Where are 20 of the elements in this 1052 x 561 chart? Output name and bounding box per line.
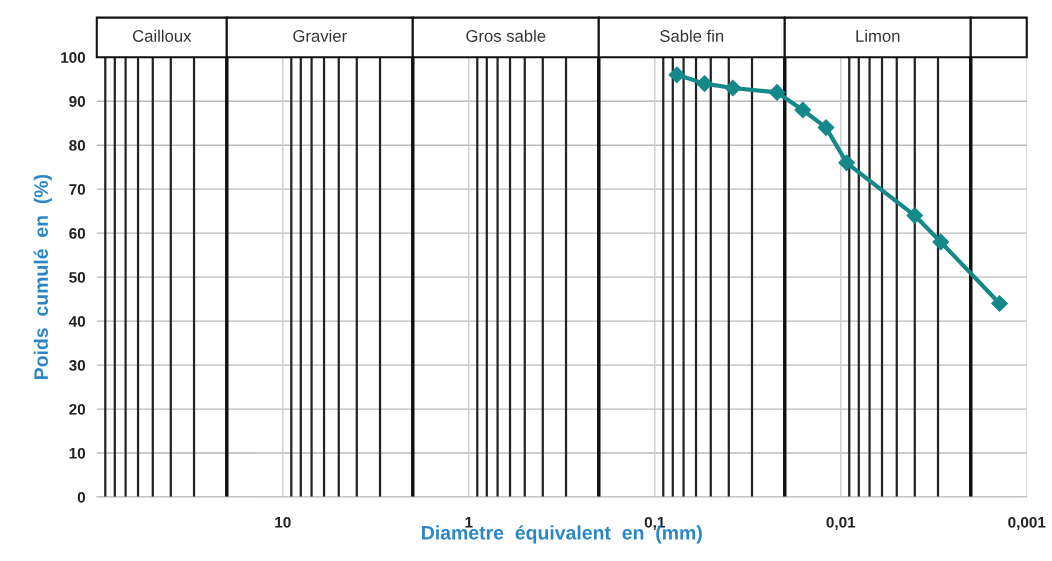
y-tick-label: 50 xyxy=(69,272,86,283)
y-tick-label: 70 xyxy=(69,184,86,195)
y-tick-label: 10 xyxy=(69,447,86,459)
y-axis-title: Poids cumulé en (%) xyxy=(33,174,52,380)
text: Gravier xyxy=(293,29,347,42)
x-tick-label: 10 xyxy=(275,516,291,528)
x-tick-label: 0,01 xyxy=(826,516,856,530)
y-tick-label: 80 xyxy=(69,140,86,151)
text: Limon xyxy=(856,29,900,42)
text: Gros sable xyxy=(466,29,546,42)
text: Sable fin xyxy=(660,29,724,42)
y-tick-label: 100 xyxy=(61,52,86,63)
y-tick-label: 90 xyxy=(69,96,86,107)
y-tick-label: 60 xyxy=(69,228,86,239)
y-tick-label: 30 xyxy=(69,359,86,371)
y-tick-label: 40 xyxy=(68,315,86,327)
y-tick-label: 0 xyxy=(77,491,86,503)
x-tick-label: 0,001 xyxy=(1008,516,1046,530)
text: Cailloux xyxy=(132,29,192,42)
y-tick-label: 20 xyxy=(69,403,86,415)
